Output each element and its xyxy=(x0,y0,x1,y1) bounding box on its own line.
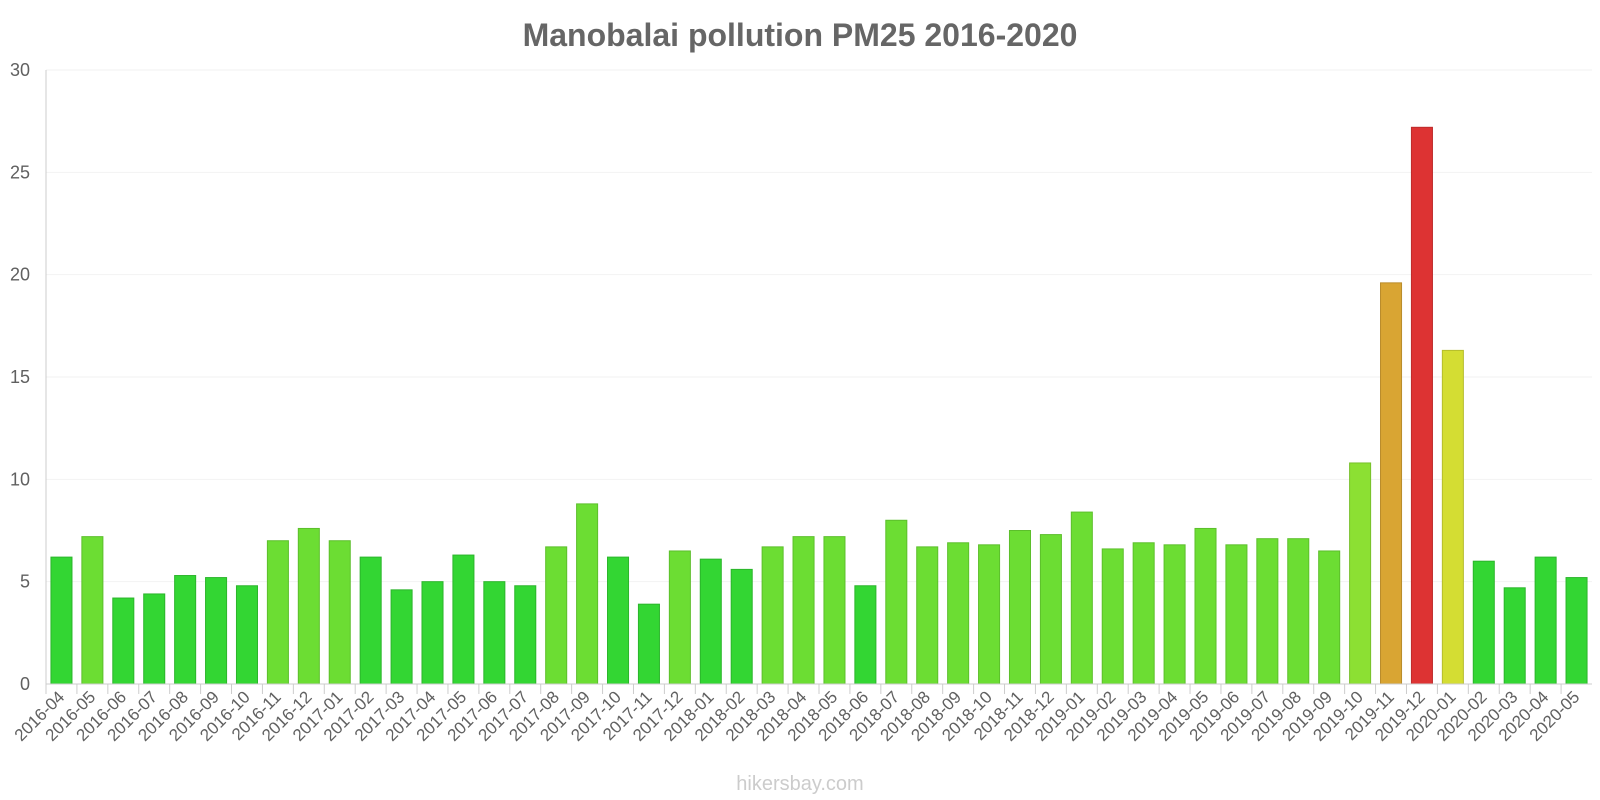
y-tick-label: 15 xyxy=(10,367,30,387)
bar-2018-03[interactable] xyxy=(761,546,784,685)
bar-2017-02[interactable] xyxy=(359,556,382,685)
bar-2016-07[interactable] xyxy=(143,593,166,685)
bars xyxy=(50,126,1588,685)
bar-2016-12[interactable] xyxy=(297,527,320,685)
bar-2017-10[interactable] xyxy=(607,556,630,685)
y-axis: 0 5 10 15 20 25 30 xyxy=(10,60,47,694)
credit-text: hikersbay.com xyxy=(736,773,863,795)
y-tick-label: 25 xyxy=(10,162,30,182)
bar-2019-10[interactable] xyxy=(1349,462,1372,685)
bar-2020-04[interactable] xyxy=(1534,556,1557,685)
chart-title: Manobalai pollution PM25 2016-2020 xyxy=(523,17,1078,53)
bar-2020-01[interactable] xyxy=(1441,349,1464,685)
bar-2018-11[interactable] xyxy=(1008,530,1031,685)
bar-2019-02[interactable] xyxy=(1101,548,1124,685)
bar-2017-06[interactable] xyxy=(483,581,506,685)
bar-2019-03[interactable] xyxy=(1132,542,1155,685)
bar-2020-05[interactable] xyxy=(1565,577,1588,685)
bar-2020-03[interactable] xyxy=(1503,587,1526,685)
bar-2018-02[interactable] xyxy=(730,568,753,685)
bar-2017-05[interactable] xyxy=(452,554,475,685)
bar-2018-08[interactable] xyxy=(916,546,939,685)
bar-2019-04[interactable] xyxy=(1163,544,1186,685)
bar-2019-09[interactable] xyxy=(1318,550,1341,685)
bar-2019-05[interactable] xyxy=(1194,527,1217,685)
bar-2018-06[interactable] xyxy=(854,585,877,685)
bar-2017-09[interactable] xyxy=(576,503,599,685)
bar-2019-06[interactable] xyxy=(1225,544,1248,685)
bar-2018-07[interactable] xyxy=(885,519,908,685)
bar-2018-10[interactable] xyxy=(978,544,1001,685)
bar-2017-11[interactable] xyxy=(637,603,660,685)
bar-2017-04[interactable] xyxy=(421,581,444,685)
bar-2019-11[interactable] xyxy=(1380,282,1403,685)
bar-2020-02[interactable] xyxy=(1472,560,1495,685)
bar-2018-01[interactable] xyxy=(699,558,722,685)
x-axis: 2016-042016-052016-062016-072016-082016-… xyxy=(11,683,1592,745)
bar-2016-10[interactable] xyxy=(235,585,259,685)
bar-2017-12[interactable] xyxy=(668,550,691,685)
bar-2019-07[interactable] xyxy=(1256,538,1279,685)
y-tick-label: 20 xyxy=(10,265,30,285)
bar-2018-09[interactable] xyxy=(947,542,970,685)
bar-2017-01[interactable] xyxy=(328,540,351,685)
bar-2017-08[interactable] xyxy=(545,546,568,685)
bar-2017-07[interactable] xyxy=(514,585,537,685)
bar-2016-11[interactable] xyxy=(266,540,289,685)
bar-2018-04[interactable] xyxy=(792,536,815,685)
bar-2017-03[interactable] xyxy=(390,589,413,685)
bar-2018-12[interactable] xyxy=(1039,534,1062,685)
y-tick-label: 0 xyxy=(20,674,30,694)
bar-2019-12[interactable] xyxy=(1410,126,1433,685)
bar-2016-04[interactable] xyxy=(50,556,73,685)
y-tick-label: 30 xyxy=(10,60,30,80)
bar-2016-08[interactable] xyxy=(174,575,197,685)
bar-2019-08[interactable] xyxy=(1287,538,1310,685)
bar-2016-06[interactable] xyxy=(112,597,135,685)
bar-2018-05[interactable] xyxy=(823,536,846,685)
bar-2016-09[interactable] xyxy=(205,577,228,685)
bar-2016-05[interactable] xyxy=(81,536,104,685)
y-tick-label: 10 xyxy=(10,469,30,489)
y-tick-label: 5 xyxy=(20,572,30,592)
bar-2019-01[interactable] xyxy=(1070,511,1093,685)
